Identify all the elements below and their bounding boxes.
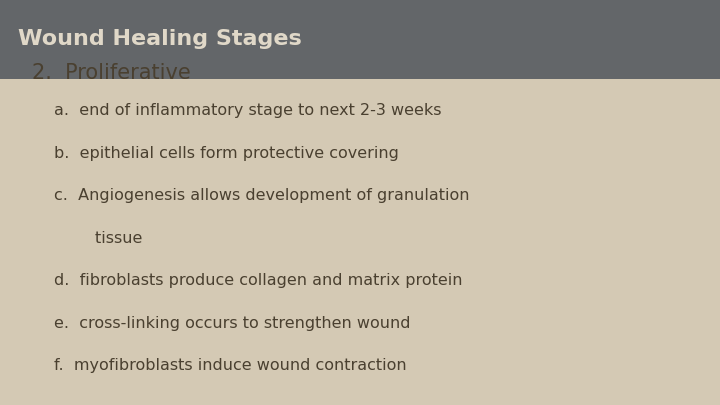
Text: c.  Angiogenesis allows development of granulation: c. Angiogenesis allows development of gr… — [54, 188, 469, 203]
Text: Wound Healing Stages: Wound Healing Stages — [18, 30, 302, 49]
Bar — [0, 0, 720, 79]
Text: tissue: tissue — [54, 231, 143, 246]
Text: 2.  Proliferative: 2. Proliferative — [32, 63, 191, 83]
Text: d.  fibroblasts produce collagen and matrix protein: d. fibroblasts produce collagen and matr… — [54, 273, 462, 288]
Text: b.  epithelial cells form protective covering: b. epithelial cells form protective cove… — [54, 146, 399, 161]
Text: e.  cross-linking occurs to strengthen wound: e. cross-linking occurs to strengthen wo… — [54, 316, 410, 331]
Text: a.  end of inflammatory stage to next 2-3 weeks: a. end of inflammatory stage to next 2-3… — [54, 103, 441, 118]
Text: f.  myofibroblasts induce wound contraction: f. myofibroblasts induce wound contracti… — [54, 358, 407, 373]
